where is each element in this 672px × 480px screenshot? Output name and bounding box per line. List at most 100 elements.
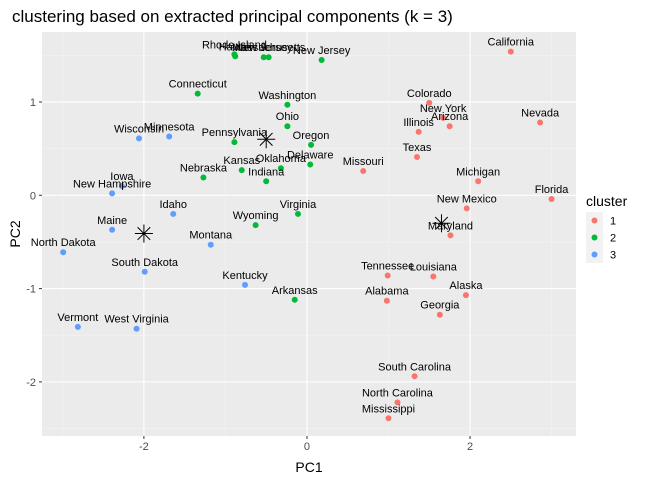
point-label: Kentucky — [222, 270, 268, 282]
data-points — [60, 48, 555, 422]
data-point — [384, 272, 391, 279]
point-label: New Jersey — [293, 45, 351, 57]
point-label: Illinois — [403, 117, 434, 129]
data-point — [507, 48, 514, 55]
data-point — [548, 196, 555, 203]
y-tick-label: -1 — [26, 284, 36, 296]
data-point — [291, 296, 298, 303]
minor-gridlines — [42, 32, 576, 436]
data-point — [265, 54, 272, 61]
y-tick-label: -2 — [26, 377, 36, 389]
point-label: Alaska — [449, 280, 483, 292]
point-label: Oregon — [293, 130, 330, 142]
data-point — [436, 311, 443, 318]
data-point — [118, 182, 125, 189]
point-label: Ohio — [276, 111, 299, 123]
data-point — [109, 190, 116, 197]
point-label: North Carolina — [362, 387, 434, 399]
point-label: Oklahoma — [256, 153, 307, 165]
data-point — [394, 399, 401, 406]
data-point — [136, 135, 143, 142]
data-point — [383, 297, 390, 304]
y-tick-label: 1 — [30, 97, 36, 109]
point-label: Alabama — [365, 286, 409, 298]
data-point — [166, 133, 173, 140]
point-label: Nevada — [521, 108, 560, 120]
data-point — [284, 123, 291, 130]
point-label: Idaho — [159, 199, 187, 211]
data-point — [462, 292, 469, 299]
point-label: Mississippi — [362, 403, 415, 415]
legend-label: 1 — [610, 216, 616, 228]
point-label: Virginia — [280, 199, 317, 211]
point-label: Rhode Island — [202, 39, 267, 51]
point-label: Arizona — [431, 111, 469, 123]
point-label: Massachusetts — [232, 42, 306, 54]
point-label: North Dakota — [31, 237, 97, 249]
point-label: Colorado — [407, 88, 452, 100]
point-label: Montana — [189, 230, 233, 242]
legend-swatch — [591, 234, 598, 241]
point-label: South Carolina — [378, 361, 452, 373]
point-label: Minnesota — [144, 121, 196, 133]
data-point — [263, 178, 270, 185]
data-point — [446, 123, 453, 130]
point-label: Louisiana — [410, 261, 458, 273]
data-point — [109, 226, 116, 233]
point-label: Wyoming — [233, 210, 279, 222]
data-point — [411, 373, 418, 380]
point-label: Arkansas — [272, 285, 318, 297]
point-label: Missouri — [343, 156, 384, 168]
centroid-marker — [432, 214, 451, 233]
chart-title: clustering based on extracted principal … — [12, 7, 453, 26]
data-point — [463, 205, 470, 212]
data-point — [141, 268, 148, 275]
point-label: Michigan — [456, 166, 500, 178]
data-point — [170, 210, 177, 217]
point-label: Iowa — [110, 171, 134, 183]
legend-swatch — [591, 217, 598, 224]
data-point — [200, 174, 207, 181]
legend-entries: 1 2 3 — [586, 212, 616, 263]
centroid-marker — [134, 224, 153, 243]
data-point — [242, 281, 249, 288]
point-label: New Hampshire — [73, 178, 151, 190]
point-label: Kansas — [223, 155, 260, 167]
data-point — [307, 161, 314, 168]
x-axis-ticks: -2 0 2 — [139, 436, 473, 453]
y-axis-ticks: -2 -1 0 1 — [26, 97, 42, 389]
point-label: Texas — [403, 142, 432, 154]
data-point — [260, 54, 267, 61]
data-point — [252, 222, 259, 229]
data-point — [318, 56, 325, 63]
data-point — [294, 210, 301, 217]
x-tick-label: -2 — [139, 441, 149, 453]
legend-label: 2 — [610, 233, 616, 245]
legend-swatch — [591, 251, 598, 258]
data-point — [74, 323, 81, 330]
point-label: Delaware — [287, 149, 333, 161]
point-label: Hawaii — [219, 41, 252, 53]
point-label: California — [488, 37, 535, 49]
legend: cluster 1 2 3 — [586, 193, 628, 263]
data-point — [537, 119, 544, 126]
centroid-marker — [257, 130, 276, 149]
point-label: Maryland — [428, 220, 473, 232]
data-point — [360, 168, 367, 175]
point-label: Florida — [535, 184, 570, 196]
plot-panel — [42, 32, 576, 436]
data-point — [385, 415, 392, 422]
data-point — [231, 139, 238, 146]
cluster-centroids — [134, 130, 451, 243]
data-point — [284, 101, 291, 108]
data-point — [308, 141, 315, 148]
point-label: Maine — [97, 215, 127, 227]
point-label: Connecticut — [169, 79, 227, 91]
point-label: Indiana — [248, 166, 285, 178]
data-point — [440, 114, 447, 121]
legend-title: cluster — [586, 193, 628, 209]
point-label: South Dakota — [111, 257, 179, 269]
point-label: New York — [420, 103, 467, 115]
